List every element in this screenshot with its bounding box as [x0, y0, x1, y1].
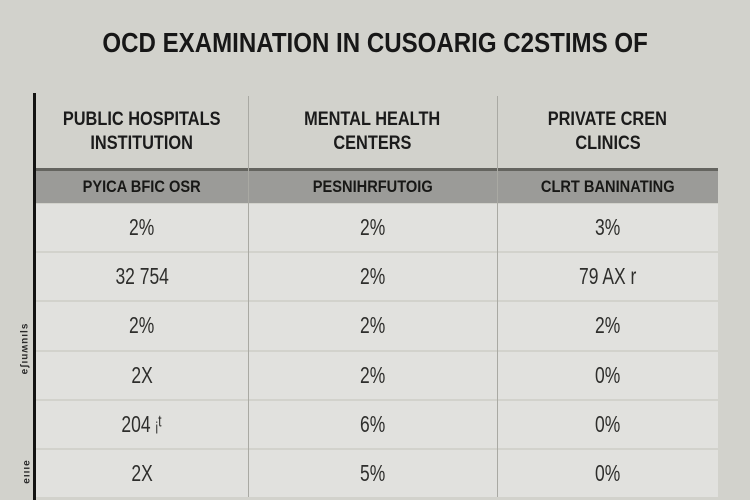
table-cell: 2%	[248, 302, 497, 349]
table-cell: 0%	[497, 352, 718, 399]
table-cell: 2X	[36, 352, 248, 399]
table-cell: 79 AX r	[497, 253, 718, 300]
cell-value: 2%	[129, 312, 155, 339]
table-cell: 2X	[36, 450, 248, 497]
header-line: PRIVATE CREN	[547, 109, 668, 131]
left-margin-vertical-label-lower: eıııe	[21, 459, 33, 484]
subheader-text: PESNIHRFUTOIG	[312, 177, 433, 196]
header-line: INSTITUTION	[90, 132, 194, 154]
table-row: 2% 2% 3%	[36, 204, 718, 252]
page-title: OCD EXAMINATION IN CUSOARIG C2STIMS OF	[0, 27, 750, 59]
cell-value: 0%	[594, 410, 621, 437]
table-cell: 32 754	[36, 253, 248, 300]
cell-value: 0%	[594, 361, 621, 388]
subheader-cell: CLRT BANINATING	[497, 171, 718, 203]
subheader-cell: PESNIHRFUTOIG	[248, 171, 497, 203]
table-cell: 2%	[248, 253, 497, 300]
table-cell: 2%	[497, 302, 718, 349]
table-row: 32 754 2% 79 AX r	[36, 253, 718, 301]
cell-value: 2%	[359, 214, 386, 241]
table-cell: 3%	[497, 204, 718, 251]
cell-value: 3%	[594, 214, 621, 241]
column-header-mental-health: MENTAL HEALTH CENTERS	[248, 95, 497, 168]
cell-value: 0%	[594, 459, 621, 486]
subheader-band: PYICA BFIC OSR PESNIHRFUTOIG CLRT BANINA…	[36, 168, 718, 203]
cell-value: 2%	[594, 312, 621, 339]
table-cell: 2%	[248, 352, 497, 399]
table-cell: 204 ᵢᵗ	[36, 401, 248, 448]
left-margin-vertical-label-upper: eʃıuʍnıls	[19, 322, 31, 375]
subheader-cell: PYICA BFIC OSR	[36, 171, 248, 203]
table-cell: 6%	[248, 401, 497, 448]
column-divider-2	[497, 96, 498, 497]
cell-value: 2%	[359, 263, 386, 290]
table-row: 2% 2% 2%	[36, 302, 718, 350]
cell-value: 204 ᵢᵗ	[121, 410, 163, 437]
cell-value: 5%	[359, 459, 386, 486]
header-line: MENTAL HEALTH	[304, 109, 441, 131]
cell-value: 2%	[359, 361, 386, 388]
table-cell: 5%	[248, 450, 497, 497]
subheader-text: PYICA BFIC OSR	[82, 177, 202, 196]
cell-value: 32 754	[115, 263, 169, 290]
cell-value: 2X	[131, 361, 153, 388]
table-header-row: PUBLIC HOSPITALS INSTITUTION MENTAL HEAL…	[36, 95, 718, 168]
table-cell: 0%	[497, 450, 718, 497]
table-cell: 2%	[36, 204, 248, 251]
table-cell: 2%	[248, 204, 497, 251]
table-cell: 2%	[36, 302, 248, 349]
table-cell: 0%	[497, 401, 718, 448]
column-header-public-hospitals: PUBLIC HOSPITALS INSTITUTION	[36, 95, 248, 168]
table-row: 204 ᵢᵗ 6% 0%	[36, 400, 718, 448]
column-header-private-clinics: PRIVATE CREN CLINICS	[497, 95, 718, 168]
cell-value: 2%	[359, 312, 386, 339]
table-row: 2X 5% 0%	[36, 449, 718, 497]
table-row: 2X 2% 0%	[36, 351, 718, 399]
header-line: CENTERS	[333, 132, 412, 154]
cell-value: 79 AX r	[578, 263, 637, 290]
table-body: 2% 2% 3% 32 754 2% 79 AX r 2% 2% 2% 2X 2…	[36, 204, 718, 497]
header-line: CLINICS	[574, 132, 641, 154]
table-left-rule	[33, 93, 36, 500]
cell-value: 6%	[359, 410, 386, 437]
cell-value: 2X	[131, 459, 153, 486]
cell-value: 2%	[129, 214, 155, 241]
page-title-text: OCD EXAMINATION IN CUSOARIG C2STIMS OF	[102, 27, 648, 58]
header-line: PUBLIC HOSPITALS	[63, 109, 221, 131]
subheader-text: CLRT BANINATING	[540, 177, 675, 196]
column-divider-1	[248, 96, 249, 497]
